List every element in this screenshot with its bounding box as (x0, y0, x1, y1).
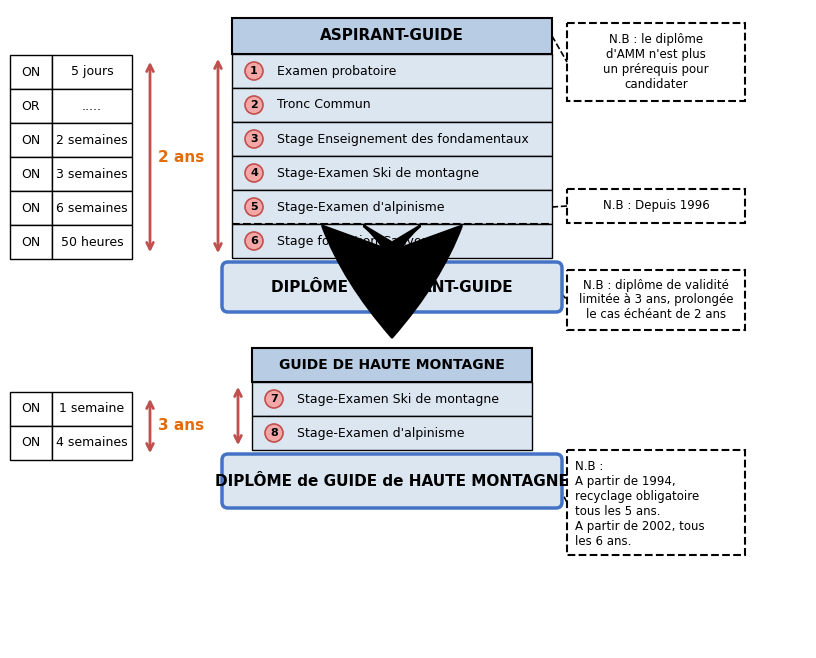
Text: N.B : diplôme de validité
limitée à 3 ans, prolongée
le cas échéant de 2 ans: N.B : diplôme de validité limitée à 3 an… (579, 278, 734, 322)
FancyBboxPatch shape (10, 157, 52, 191)
Text: Examen probatoire: Examen probatoire (277, 64, 397, 78)
FancyBboxPatch shape (10, 426, 52, 460)
FancyBboxPatch shape (10, 123, 52, 157)
Text: 7: 7 (270, 394, 278, 404)
FancyBboxPatch shape (52, 123, 132, 157)
Text: 2 semaines: 2 semaines (56, 134, 128, 147)
Text: ON: ON (21, 134, 41, 147)
Circle shape (245, 130, 263, 148)
FancyBboxPatch shape (222, 454, 562, 508)
FancyBboxPatch shape (232, 18, 552, 54)
FancyBboxPatch shape (232, 156, 552, 190)
Bar (567, 23, 745, 101)
Bar (567, 189, 745, 223)
Text: .....: ..... (82, 99, 102, 113)
Text: 5: 5 (251, 202, 258, 212)
Text: 8: 8 (270, 428, 278, 438)
FancyBboxPatch shape (232, 190, 552, 224)
Text: Stage-Examen Ski de montagne: Stage-Examen Ski de montagne (297, 393, 499, 405)
Circle shape (245, 198, 263, 216)
Text: Tronc Commun: Tronc Commun (277, 99, 370, 111)
FancyBboxPatch shape (222, 262, 562, 312)
FancyBboxPatch shape (232, 122, 552, 156)
Text: ON: ON (21, 403, 41, 415)
Text: 50 heures: 50 heures (60, 236, 123, 249)
Text: ON: ON (21, 236, 41, 249)
Text: DIPLÔME de GUIDE de HAUTE MONTAGNE: DIPLÔME de GUIDE de HAUTE MONTAGNE (215, 474, 569, 488)
FancyBboxPatch shape (52, 426, 132, 460)
FancyBboxPatch shape (252, 382, 532, 416)
Text: 3: 3 (251, 134, 258, 144)
Circle shape (265, 424, 283, 442)
Circle shape (245, 164, 263, 182)
Text: ON: ON (21, 168, 41, 180)
Text: Stage formation Canyon: Stage formation Canyon (277, 234, 429, 247)
Text: 6 semaines: 6 semaines (56, 201, 128, 215)
Text: 1 semaine: 1 semaine (60, 403, 125, 415)
Text: 4: 4 (250, 168, 258, 178)
Bar (567, 270, 745, 330)
FancyBboxPatch shape (232, 88, 552, 122)
FancyBboxPatch shape (52, 55, 132, 89)
Text: ON: ON (21, 66, 41, 78)
Text: N.B :
A partir de 1994,
recyclage obligatoire
tous les 5 ans.
A partir de 2002, : N.B : A partir de 1994, recyclage obliga… (575, 460, 705, 548)
FancyBboxPatch shape (10, 191, 52, 225)
FancyBboxPatch shape (10, 55, 52, 89)
Text: N.B : Depuis 1996: N.B : Depuis 1996 (603, 199, 709, 213)
Text: 5 jours: 5 jours (71, 66, 113, 78)
Text: 2: 2 (251, 100, 258, 110)
Text: 1: 1 (251, 66, 258, 76)
FancyBboxPatch shape (232, 54, 552, 88)
Text: 4 semaines: 4 semaines (56, 436, 128, 449)
Text: Stage-Examen d'alpinisme: Stage-Examen d'alpinisme (277, 201, 445, 213)
Text: Stage-Examen Ski de montagne: Stage-Examen Ski de montagne (277, 166, 479, 180)
Text: GUIDE DE HAUTE MONTAGNE: GUIDE DE HAUTE MONTAGNE (279, 358, 505, 372)
FancyBboxPatch shape (252, 348, 532, 382)
Text: ASPIRANT-GUIDE: ASPIRANT-GUIDE (320, 28, 464, 43)
Circle shape (245, 232, 263, 250)
Text: Stage Enseignement des fondamentaux: Stage Enseignement des fondamentaux (277, 132, 529, 145)
Text: 2 ans: 2 ans (158, 149, 204, 164)
FancyBboxPatch shape (52, 157, 132, 191)
Text: 3 ans: 3 ans (158, 418, 204, 434)
FancyBboxPatch shape (10, 89, 52, 123)
Circle shape (265, 390, 283, 408)
Bar (567, 450, 745, 555)
Text: 3 semaines: 3 semaines (56, 168, 128, 180)
Text: ON: ON (21, 436, 41, 449)
FancyBboxPatch shape (252, 416, 532, 450)
FancyBboxPatch shape (52, 191, 132, 225)
Text: N.B : le diplôme
d'AMM n'est plus
un prérequis pour
candidater: N.B : le diplôme d'AMM n'est plus un pré… (603, 33, 709, 91)
Text: Stage-Examen d'alpinisme: Stage-Examen d'alpinisme (297, 426, 464, 440)
Text: DIPLÔME d'ASPIRANT-GUIDE: DIPLÔME d'ASPIRANT-GUIDE (271, 280, 512, 295)
FancyBboxPatch shape (10, 225, 52, 259)
Circle shape (245, 62, 263, 80)
Text: ON: ON (21, 201, 41, 215)
FancyBboxPatch shape (52, 89, 132, 123)
Text: OR: OR (22, 99, 40, 113)
Text: 6: 6 (250, 236, 258, 246)
FancyBboxPatch shape (10, 392, 52, 426)
FancyBboxPatch shape (52, 225, 132, 259)
Circle shape (245, 96, 263, 114)
FancyBboxPatch shape (52, 392, 132, 426)
FancyBboxPatch shape (232, 224, 552, 258)
